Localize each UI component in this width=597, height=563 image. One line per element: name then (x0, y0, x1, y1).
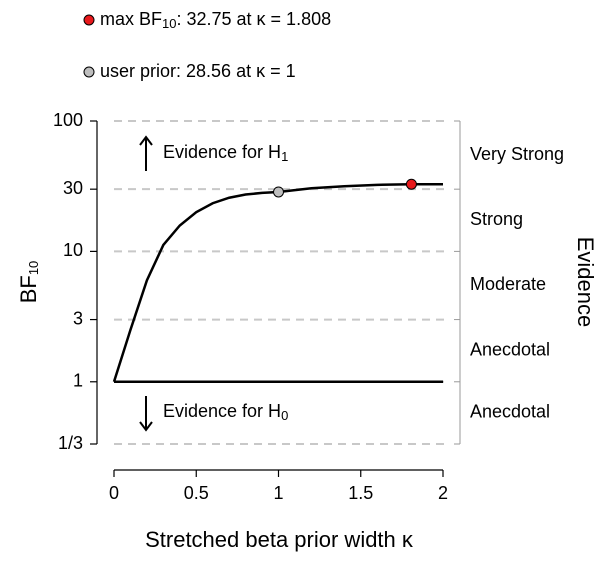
annotation: Evidence for H1 (163, 142, 288, 165)
annotation-main: Evidence for H (163, 401, 281, 421)
x-tick-label: 0.5 (184, 483, 209, 503)
y-tick-label: 30 (63, 178, 83, 198)
x-tick-label: 1.5 (348, 483, 373, 503)
curve (112, 182, 444, 383)
y-tick-label: 1/3 (58, 433, 83, 453)
legend-label-main: user prior: 28.56 at κ = 1 (100, 61, 296, 81)
y-axis-label-main: BF (16, 275, 41, 303)
legend-marker (83, 14, 95, 26)
legend-label-sub: 10 (162, 16, 176, 31)
arrow (139, 396, 153, 432)
point (273, 186, 284, 198)
right-axis-label: Evidence (573, 237, 597, 328)
annotation-sub: 1 (281, 149, 288, 164)
legend-label: max BF10: 32.75 at κ = 1.808 (100, 9, 331, 32)
legend-marker (83, 66, 95, 78)
annotation-sub: 0 (281, 408, 288, 423)
y-tick-label: 3 (73, 308, 83, 328)
x-tick-label: 1 (273, 483, 283, 503)
legend-label-rest: : 32.75 at κ = 1.808 (176, 9, 331, 29)
x-tick-label: 0 (109, 483, 119, 503)
x-tick-label: 2 (438, 483, 448, 503)
y-axis-label: BF10 (16, 261, 42, 304)
annotation: Evidence for H0 (163, 401, 288, 424)
legend-label: user prior: 28.56 at κ = 1 (100, 61, 296, 81)
evidence-label: Strong (470, 209, 523, 229)
legend-label-main: max BF (100, 9, 162, 29)
x-axis-label: Stretched beta prior width κ (145, 527, 414, 552)
evidence-label: Anecdotal (470, 339, 550, 359)
arrow (139, 135, 153, 171)
point (405, 178, 417, 190)
y-tick-label: 100 (53, 110, 83, 130)
y-axis-label-sub: 10 (26, 261, 41, 275)
annotation-main: Evidence for H (163, 142, 281, 162)
y-tick-label: 1 (73, 371, 83, 391)
evidence-label: Moderate (470, 274, 546, 294)
evidence-label: Anecdotal (470, 402, 550, 422)
evidence-label: Very Strong (470, 144, 564, 164)
y-tick-label: 10 (63, 240, 83, 260)
